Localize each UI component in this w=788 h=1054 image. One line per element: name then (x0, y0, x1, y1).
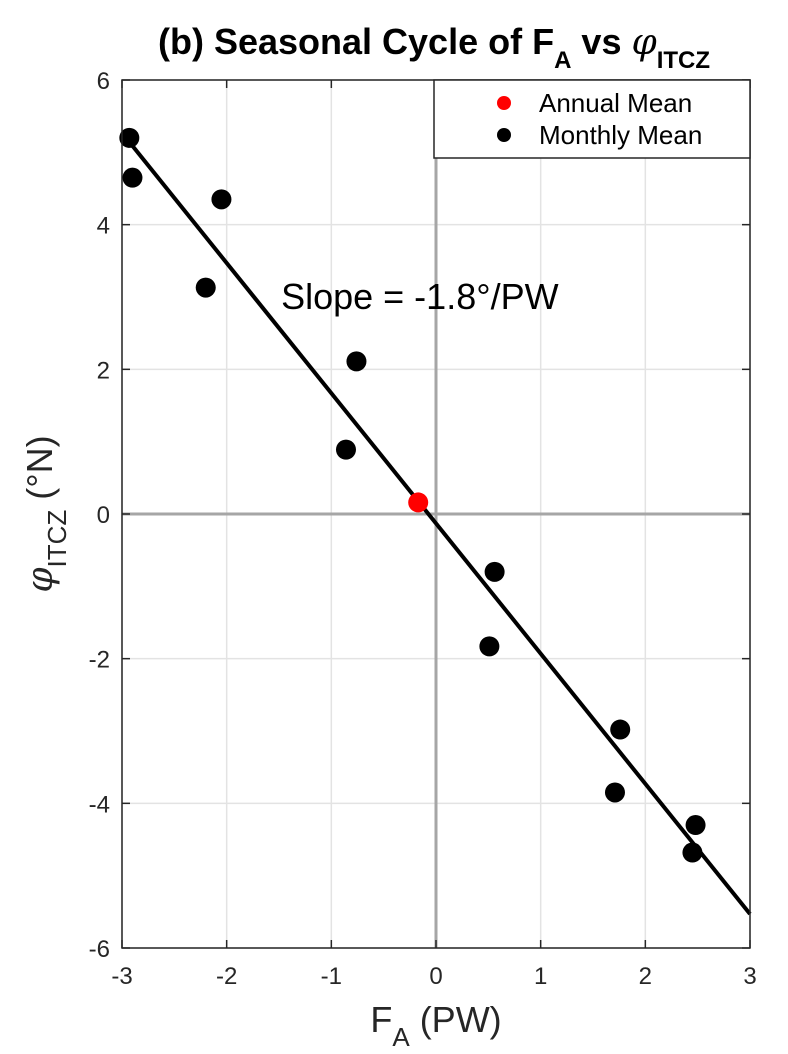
monthly-mean-point (122, 167, 143, 188)
monthly-mean-point (119, 127, 140, 148)
y-tick-label: 0 (97, 502, 110, 529)
y-tick-labels: -6 -4 -2 0 2 4 6 (89, 68, 110, 963)
x-tick-label: 3 (743, 963, 756, 990)
y-axis-label-unit: (°N) (19, 435, 60, 509)
title-prefix-subscript: A (554, 47, 571, 74)
legend-label-monthly-mean: Monthly Mean (539, 120, 702, 150)
y-tick-label: -4 (89, 791, 110, 818)
title-symbol: φ (631, 22, 657, 63)
x-axis-label-unit: (PW) (410, 999, 502, 1040)
title-prefix: (b) Seasonal Cycle of F (158, 21, 554, 62)
x-tick-label: 2 (639, 963, 652, 990)
x-tick-label: 0 (429, 963, 442, 990)
fit-line (120, 131, 752, 916)
monthly-mean-point (484, 561, 505, 582)
legend-marker-annual-mean (497, 96, 511, 110)
data-points (119, 127, 706, 863)
monthly-mean-point (610, 719, 631, 740)
legend-box (433, 79, 751, 159)
x-axis-label-subscript: A (392, 1022, 410, 1052)
x-tick-label: 1 (534, 963, 547, 990)
title-middle: vs (571, 21, 631, 62)
legend-marker-monthly-mean (497, 128, 511, 142)
monthly-mean-point (604, 782, 625, 803)
y-tick-label: 6 (97, 68, 110, 95)
monthly-mean-point (335, 439, 356, 460)
monthly-mean-point (685, 815, 706, 836)
annual-mean-point (408, 492, 429, 513)
y-axis-label-symbol: φ (20, 567, 61, 593)
monthly-mean-point (346, 351, 367, 372)
y-axis-label-subscript: ITCZ (42, 510, 72, 568)
x-axis-label-main: F (370, 999, 392, 1040)
monthly-mean-point (195, 277, 216, 298)
monthly-mean-point (682, 842, 703, 863)
y-tick-label: -6 (89, 936, 110, 963)
x-tick-label: -3 (111, 963, 132, 990)
x-tick-label: -2 (216, 963, 237, 990)
monthly-mean-point (479, 636, 500, 657)
x-tick-labels: -3 -2 -1 0 1 2 3 (111, 963, 756, 990)
y-tick-label: -2 (89, 647, 110, 674)
legend-label-annual-mean: Annual Mean (539, 88, 692, 118)
x-tick-label: -1 (321, 963, 342, 990)
x-axis-label: FA (PW) (370, 999, 501, 1052)
y-axis-label: φITCZ (°N) (19, 435, 72, 592)
slope-annotation: Slope = -1.8°/PW (281, 276, 559, 317)
y-tick-label: 4 (97, 213, 110, 240)
title-symbol-subscript: ITCZ (657, 47, 710, 74)
zero-lines (122, 80, 750, 948)
chart-title: (b) Seasonal Cycle of FA vs φITCZ (158, 21, 710, 74)
legend: Annual Mean Monthly Mean (433, 79, 751, 159)
monthly-mean-point (211, 189, 232, 210)
y-tick-label: 2 (97, 357, 110, 384)
fit-line-group (120, 131, 752, 916)
